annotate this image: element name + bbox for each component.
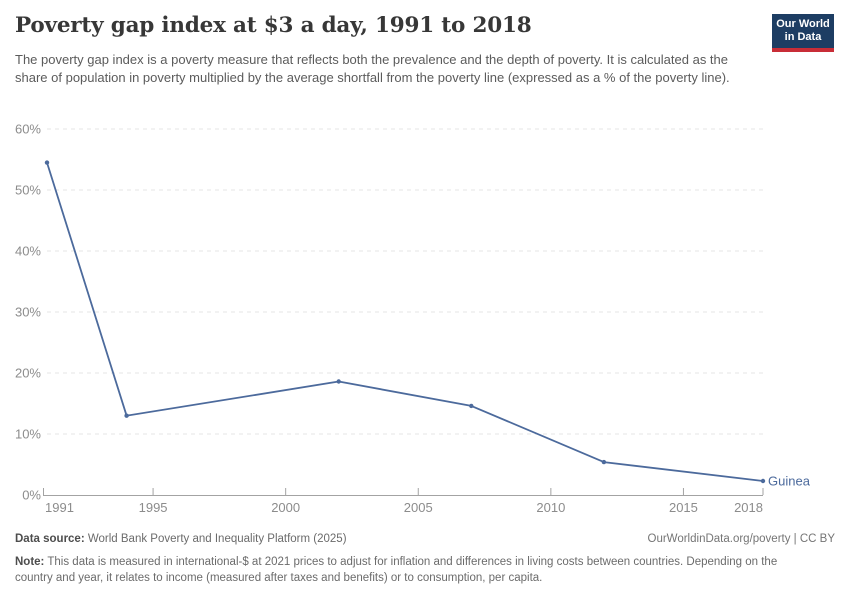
owid-license-link[interactable]: OurWorldinData.org/poverty | CC BY — [647, 533, 835, 545]
x-tick-label: 2005 — [404, 500, 433, 515]
x-tick-label: 2015 — [669, 500, 698, 515]
owid-logo-red-bar — [772, 48, 834, 52]
data-point[interactable] — [124, 413, 129, 418]
footer-note: Note: This data is measured in internati… — [15, 555, 815, 586]
chart-plot-area[interactable]: 0% 10% 20% 30% 40% 50% 60% 1991 1995 2000 2005 2010… — [0, 115, 850, 525]
series-line[interactable] — [46, 161, 764, 482]
data-point[interactable] — [336, 379, 341, 384]
chart-title: Poverty gap index at $3 a day, 1991 to 2… — [15, 13, 532, 38]
y-tick-label: 20% — [15, 366, 41, 381]
y-tick-label: 0% — [22, 488, 41, 503]
footer-source-row: Data source: World Bank Poverty and Ineq… — [15, 533, 835, 545]
x-tick-label: 2010 — [536, 500, 565, 515]
owid-logo[interactable]: Our World in Data — [772, 14, 834, 52]
y-tick-label: 40% — [15, 244, 41, 259]
y-tick-label: 60% — [15, 122, 41, 137]
note-label: Note: — [15, 556, 45, 568]
line-chart[interactable]: 0% 10% 20% 30% 40% 50% 60% 1991 1995 2000 2005 2010… — [0, 115, 850, 525]
x-tick-label: 1991 — [45, 500, 74, 515]
data-source-text: Data source: World Bank Poverty and Ineq… — [15, 533, 347, 545]
y-tick-label: 50% — [15, 183, 41, 198]
chart-subtitle: The poverty gap index is a poverty measu… — [15, 52, 730, 86]
data-point[interactable] — [44, 160, 50, 165]
x-tick-label: 2000 — [271, 500, 300, 515]
owid-logo-line1: Our World — [776, 17, 830, 30]
data-source-label: Data source: — [15, 533, 85, 545]
owid-logo-line2: in Data — [784, 31, 822, 43]
entity-label[interactable]: Guinea — [768, 473, 811, 488]
note-text: This data is measured in international-$… — [15, 556, 778, 584]
data-source-value: World Bank Poverty and Inequality Platfo… — [84, 533, 347, 545]
owid-logo-text: Our World in Data — [772, 14, 834, 48]
y-tick-label: 30% — [15, 305, 41, 320]
y-tick-label: 10% — [15, 427, 41, 442]
x-tick-label: 1995 — [139, 500, 168, 515]
data-point[interactable] — [469, 403, 474, 409]
x-tick-label: 2018 — [734, 500, 763, 515]
data-point[interactable] — [760, 478, 766, 484]
data-point[interactable] — [601, 459, 607, 465]
